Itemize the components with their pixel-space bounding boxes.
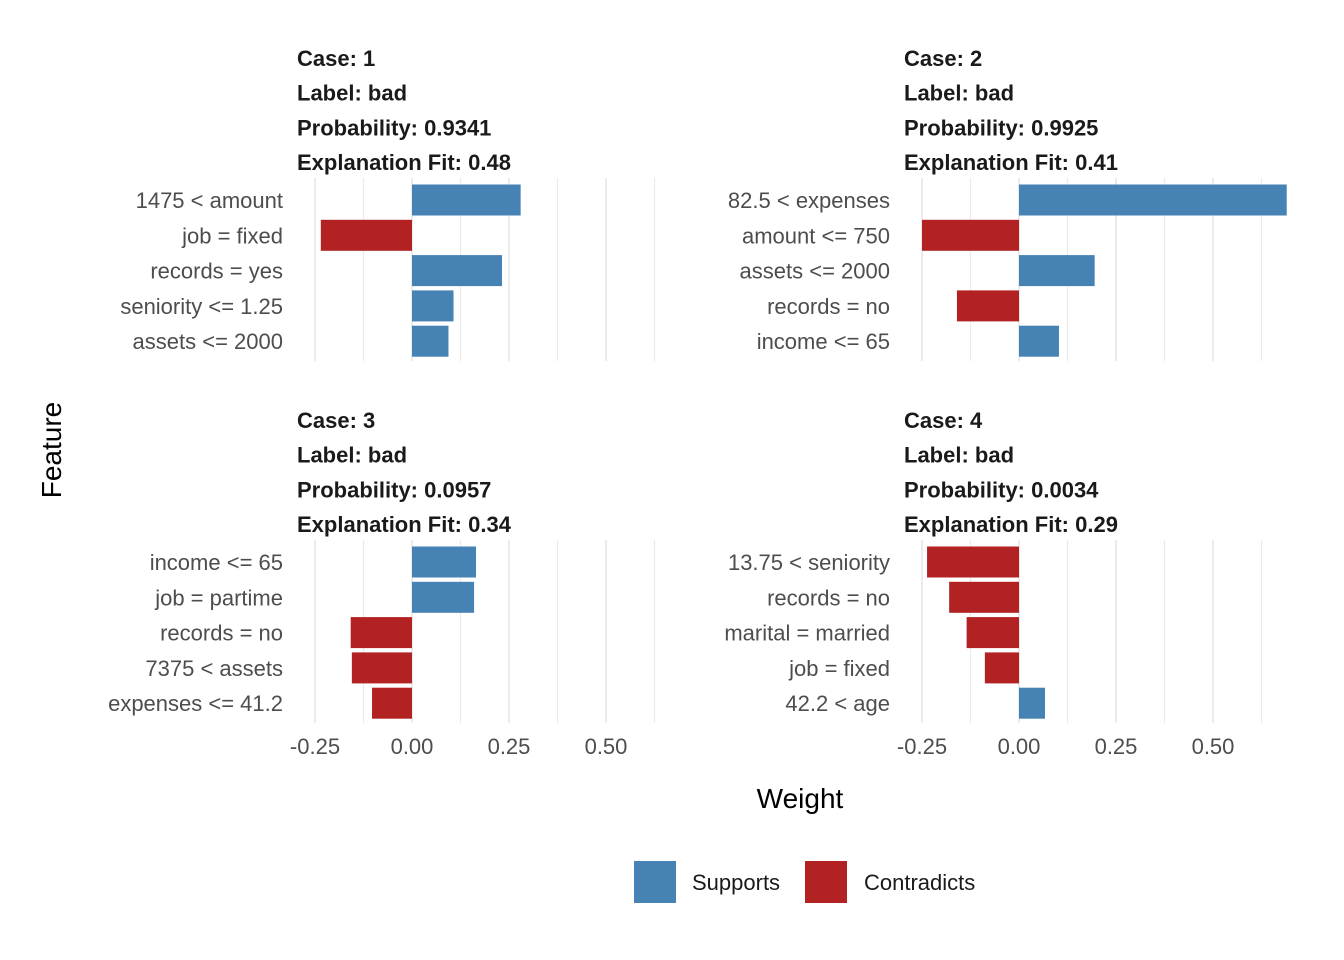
strip-label: Label: bad [904, 81, 1014, 106]
bar [412, 184, 521, 216]
strip-label: Label: bad [297, 443, 407, 468]
legend-key-contradicts [805, 861, 847, 903]
bar [412, 290, 454, 322]
feature-label: seniority <= 1.25 [120, 294, 283, 319]
bar [1019, 325, 1059, 357]
feature-label: assets <= 2000 [133, 329, 283, 354]
feature-label: income <= 65 [757, 329, 890, 354]
feature-label: records = no [767, 294, 890, 319]
x-tick-label: 0.25 [1095, 734, 1138, 759]
legend-label-contradicts: Contradicts [864, 870, 975, 895]
bar [351, 652, 412, 684]
strip-fit: Explanation Fit: 0.29 [904, 512, 1118, 537]
bar [1019, 255, 1095, 287]
bar [412, 325, 449, 357]
bar [984, 652, 1019, 684]
facet-panel-case-1: Case: 1 Label: bad Probability: 0.9341 Expl… [120, 46, 656, 361]
feature-label: job = fixed [181, 223, 283, 248]
bar [956, 290, 1019, 322]
bar [372, 687, 412, 719]
feature-label: 82.5 < expenses [728, 188, 890, 213]
feature-label: expenses <= 41.2 [108, 691, 283, 716]
strip-case: Case: 4 [904, 408, 983, 433]
feature-label: amount <= 750 [742, 223, 890, 248]
feature-label: 13.75 < seniority [728, 550, 890, 575]
y-axis-title: Feature [36, 402, 67, 499]
feature-label: records = yes [150, 259, 283, 284]
feature-label: records = no [767, 585, 890, 610]
x-tick-label: 0.50 [585, 734, 628, 759]
strip-fit: Explanation Fit: 0.48 [297, 150, 511, 175]
x-tick-label: 0.50 [1192, 734, 1235, 759]
strip-fit: Explanation Fit: 0.41 [904, 150, 1118, 175]
facet-panel-case-3: Case: 3 Label: bad Probability: 0.0957 Expl… [108, 408, 656, 759]
strip-case: Case: 1 [297, 46, 375, 71]
strip-case: Case: 2 [904, 46, 982, 71]
legend-key-supports [634, 861, 676, 903]
bar [412, 546, 477, 578]
x-tick-label: 0.00 [391, 734, 434, 759]
strip-label: Label: bad [297, 81, 407, 106]
strip-probability: Probability: 0.0957 [297, 477, 491, 502]
feature-label: assets <= 2000 [740, 259, 890, 284]
facet-panels: Case: 1 Label: bad Probability: 0.9341 Expl… [108, 46, 1287, 759]
x-axis-title: Weight [757, 783, 844, 814]
bar [320, 219, 412, 251]
strip-case: Case: 3 [297, 408, 375, 433]
feature-label: job = partime [154, 585, 283, 610]
feature-label: marital = married [724, 621, 890, 646]
strip-probability: Probability: 0.0034 [904, 477, 1099, 502]
strip-probability: Probability: 0.9341 [297, 115, 491, 140]
feature-label: 42.2 < age [785, 691, 890, 716]
feature-label: income <= 65 [150, 550, 283, 575]
x-tick-label: 0.00 [998, 734, 1041, 759]
bar [927, 546, 1019, 578]
bar [966, 617, 1019, 649]
bar [1019, 687, 1045, 719]
bar [350, 617, 412, 649]
legend: Supports Contradicts [634, 861, 975, 903]
x-tick-label: -0.25 [897, 734, 947, 759]
feature-label: records = no [160, 621, 283, 646]
bar [412, 255, 503, 287]
legend-label-supports: Supports [692, 870, 780, 895]
feature-label: job = fixed [788, 656, 890, 681]
bar [949, 581, 1019, 613]
strip-fit: Explanation Fit: 0.34 [297, 512, 512, 537]
feature-label: 1475 < amount [136, 188, 283, 213]
feature-label: 7375 < assets [145, 656, 283, 681]
facet-panel-case-4: Case: 4 Label: bad Probability: 0.0034 Expl… [724, 408, 1263, 759]
x-tick-label: -0.25 [290, 734, 340, 759]
facet-panel-case-2: Case: 2 Label: bad Probability: 0.9925 Expl… [728, 46, 1287, 361]
bar [1019, 184, 1287, 216]
bar [922, 219, 1019, 251]
strip-probability: Probability: 0.9925 [904, 115, 1098, 140]
x-tick-label: 0.25 [488, 734, 531, 759]
bar [412, 581, 475, 613]
strip-label: Label: bad [904, 443, 1014, 468]
